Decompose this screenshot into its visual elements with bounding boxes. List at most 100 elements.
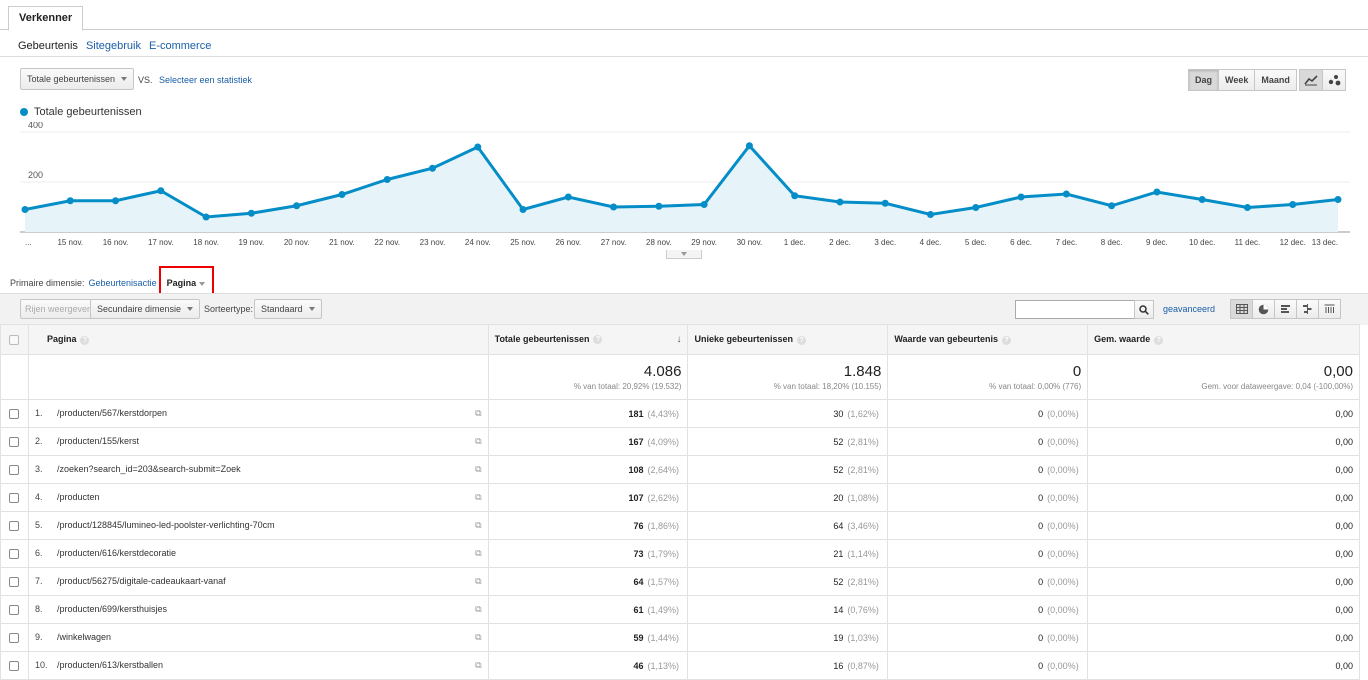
row-checkbox[interactable]: [9, 408, 20, 419]
open-page-icon[interactable]: ⧉: [475, 492, 482, 502]
data-point[interactable]: [1198, 196, 1206, 203]
row-checkbox-cell[interactable]: [0, 651, 29, 680]
secondary-dimension-select[interactable]: Secundaire dimensie: [90, 299, 201, 319]
period-month-button[interactable]: Maand: [1254, 69, 1297, 91]
performance-view-icon[interactable]: [1274, 299, 1297, 319]
data-point[interactable]: [112, 197, 120, 205]
page-link[interactable]: /producten/155/kerst: [56, 436, 140, 446]
help-icon[interactable]: ?: [1154, 335, 1164, 345]
pivot-view-icon[interactable]: [1318, 299, 1341, 319]
row-checkbox[interactable]: [9, 548, 20, 559]
data-point[interactable]: [293, 202, 301, 210]
data-point[interactable]: [1108, 202, 1116, 210]
data-point[interactable]: [881, 199, 889, 207]
data-point[interactable]: [247, 209, 255, 217]
row-checkbox-cell[interactable]: [0, 539, 29, 568]
motion-chart-icon[interactable]: [1322, 69, 1346, 91]
period-week-button[interactable]: Week: [1218, 69, 1256, 91]
data-point[interactable]: [338, 191, 346, 198]
data-point[interactable]: [519, 206, 527, 213]
page-link[interactable]: /producten/567/kerstdorpen: [56, 408, 168, 418]
data-point[interactable]: [474, 143, 482, 151]
row-checkbox[interactable]: [9, 520, 20, 531]
select-all-checkbox[interactable]: [9, 334, 20, 345]
help-icon[interactable]: ?: [797, 335, 807, 345]
page-link[interactable]: /producten/699/kersthuisjes: [56, 604, 168, 614]
row-checkbox[interactable]: [9, 632, 20, 643]
data-point[interactable]: [836, 198, 844, 206]
data-point[interactable]: [1289, 201, 1297, 208]
compare-metric-link[interactable]: Selecteer een statistiek: [159, 75, 253, 85]
page-link[interactable]: /producten: [56, 492, 100, 502]
advanced-filter-link[interactable]: geavanceerd: [1163, 304, 1216, 314]
data-point[interactable]: [564, 193, 572, 201]
line-chart-icon[interactable]: [1299, 69, 1323, 91]
data-point[interactable]: [745, 142, 753, 150]
help-icon[interactable]: ?: [593, 335, 603, 345]
page-link[interactable]: /zoeken?search_id=203&search-submit=Zoek: [56, 464, 241, 474]
row-checkbox[interactable]: [9, 436, 20, 447]
data-point[interactable]: [1334, 196, 1342, 203]
data-point[interactable]: [1017, 193, 1025, 201]
data-point[interactable]: [1153, 188, 1161, 196]
open-page-icon[interactable]: ⧉: [475, 632, 482, 642]
data-point[interactable]: [383, 176, 391, 183]
row-checkbox[interactable]: [9, 604, 20, 615]
open-page-icon[interactable]: ⧉: [475, 660, 482, 670]
table-search-input[interactable]: [1015, 300, 1135, 319]
row-checkbox[interactable]: [9, 576, 20, 587]
data-point[interactable]: [157, 187, 165, 195]
table-view-icon[interactable]: [1230, 299, 1253, 319]
header-avg-value[interactable]: Gem. waarde?: [1087, 324, 1360, 355]
chart-collapse-handle[interactable]: [666, 250, 702, 259]
row-checkbox[interactable]: [9, 660, 20, 671]
open-page-icon[interactable]: ⧉: [475, 520, 482, 530]
header-total-events[interactable]: Totale gebeurtenissen? ↓: [487, 324, 689, 355]
data-point[interactable]: [610, 203, 618, 211]
primary-dimension-page[interactable]: Pagina: [167, 278, 206, 288]
open-page-icon[interactable]: ⧉: [475, 464, 482, 474]
sort-type-select[interactable]: Standaard: [254, 299, 322, 319]
data-point[interactable]: [791, 192, 799, 200]
period-day-button[interactable]: Dag: [1188, 69, 1220, 91]
open-page-icon[interactable]: ⧉: [475, 576, 482, 586]
page-link[interactable]: /product/56275/digitale-cadeaukaart-vana…: [56, 576, 226, 586]
row-checkbox-cell[interactable]: [0, 567, 29, 596]
page-link[interactable]: /producten/613/kerstballen: [56, 660, 164, 670]
data-point[interactable]: [927, 211, 935, 218]
page-link[interactable]: /winkelwagen: [56, 632, 111, 642]
header-unique-events[interactable]: Unieke gebeurtenissen?: [687, 324, 889, 355]
primary-dimension-event-action[interactable]: Gebeurtenisactie: [88, 278, 157, 288]
search-button[interactable]: [1134, 300, 1154, 319]
help-icon[interactable]: ?: [1002, 335, 1012, 345]
data-point[interactable]: [1243, 204, 1251, 211]
row-checkbox-cell[interactable]: [0, 483, 29, 512]
data-point[interactable]: [428, 164, 436, 172]
row-checkbox-cell[interactable]: [0, 427, 29, 456]
open-page-icon[interactable]: ⧉: [475, 436, 482, 446]
metric-select[interactable]: Totale gebeurtenissen: [20, 68, 135, 90]
tab-explorer[interactable]: Verkenner: [8, 6, 84, 31]
row-checkbox[interactable]: [9, 464, 20, 475]
row-checkbox-cell[interactable]: [0, 595, 29, 624]
row-checkbox-cell[interactable]: [0, 623, 29, 652]
select-all-checkbox-cell[interactable]: [0, 324, 29, 355]
row-checkbox[interactable]: [9, 492, 20, 503]
data-point[interactable]: [700, 201, 708, 208]
data-point[interactable]: [655, 202, 663, 210]
show-rows-button[interactable]: Rijen weergeven: [20, 299, 98, 319]
pie-view-icon[interactable]: [1252, 299, 1275, 319]
subnav-ecommerce[interactable]: E-commerce: [148, 40, 212, 52]
open-page-icon[interactable]: ⧉: [475, 408, 482, 418]
data-point[interactable]: [202, 213, 210, 221]
subnav-site-usage[interactable]: Sitegebruik: [85, 40, 141, 52]
data-point[interactable]: [66, 197, 74, 205]
open-page-icon[interactable]: ⧉: [475, 548, 482, 558]
subnav-event[interactable]: Gebeurtenis: [18, 40, 78, 52]
row-checkbox-cell[interactable]: [0, 455, 29, 484]
row-checkbox-cell[interactable]: [0, 399, 29, 428]
page-link[interactable]: /producten/616/kerstdecoratie: [56, 548, 177, 558]
data-point[interactable]: [972, 204, 980, 211]
row-checkbox-cell[interactable]: [0, 511, 29, 540]
help-icon[interactable]: ?: [80, 335, 90, 345]
